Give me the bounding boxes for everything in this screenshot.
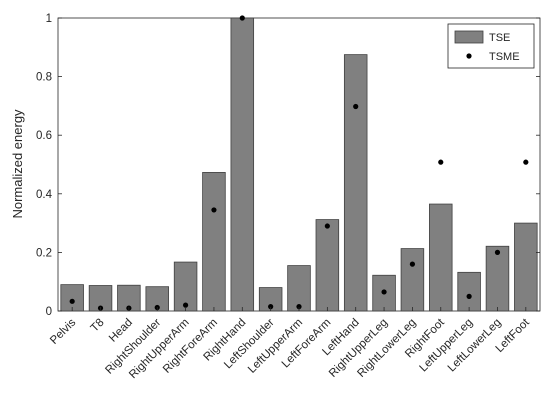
bar-tse-lefthand — [343, 54, 368, 312]
legend-label-tse: TSE — [489, 32, 510, 44]
bar-tse-righthand — [230, 17, 255, 312]
y-tick-label: 0.8 — [36, 72, 52, 84]
marker-tsme-leftfoot — [523, 159, 529, 165]
legend-marker-tsme — [466, 53, 472, 59]
y-tick-label: 0.6 — [36, 130, 52, 142]
marker-tsme-lefthand — [353, 103, 359, 110]
marker-tsme-rightforearm — [211, 207, 217, 213]
y-tick-label: 1 — [46, 13, 52, 25]
x-tick-label-pelvis: Pelvis — [48, 316, 78, 346]
bar-tse-leftlowerleg — [485, 245, 510, 312]
marker-tsme-leftupperarm — [296, 304, 302, 310]
y-tick-label: 0.4 — [36, 189, 53, 201]
bar-tse-leftforearm — [315, 219, 340, 312]
legend-label-tsme: TSME — [489, 51, 520, 63]
bar-tse-rightfoot — [429, 203, 453, 312]
marker-tsme-leftforearm — [324, 223, 330, 229]
legend: TSE TSME — [447, 23, 535, 69]
y-axis-label: Normalized energy — [10, 109, 25, 219]
legend-swatch-tse — [454, 30, 484, 44]
bar-tse-leftupperleg — [457, 271, 481, 312]
bar-tse-rightforearm — [202, 172, 226, 312]
marker-tsme-leftshoulder — [268, 304, 274, 310]
marker-tsme-rightfoot — [438, 159, 444, 165]
y-tick-label: 0.2 — [36, 247, 52, 259]
x-tick-label-t8: T8 — [89, 317, 107, 335]
marker-tsme-rightupperleg — [381, 289, 387, 295]
marker-tsme-righthand — [239, 15, 245, 21]
marker-tsme-rightlowerleg — [409, 261, 416, 267]
marker-tsme-rightupperarm — [182, 302, 189, 308]
y-tick-label: 0 — [46, 306, 52, 318]
bar-tse-leftfoot — [514, 222, 538, 312]
bar-tse-rightlowerleg — [400, 248, 425, 312]
marker-tsme-pelvis — [69, 298, 75, 304]
marker-tsme-leftupperleg — [466, 293, 472, 299]
marker-tsme-leftlowerleg — [494, 249, 501, 255]
